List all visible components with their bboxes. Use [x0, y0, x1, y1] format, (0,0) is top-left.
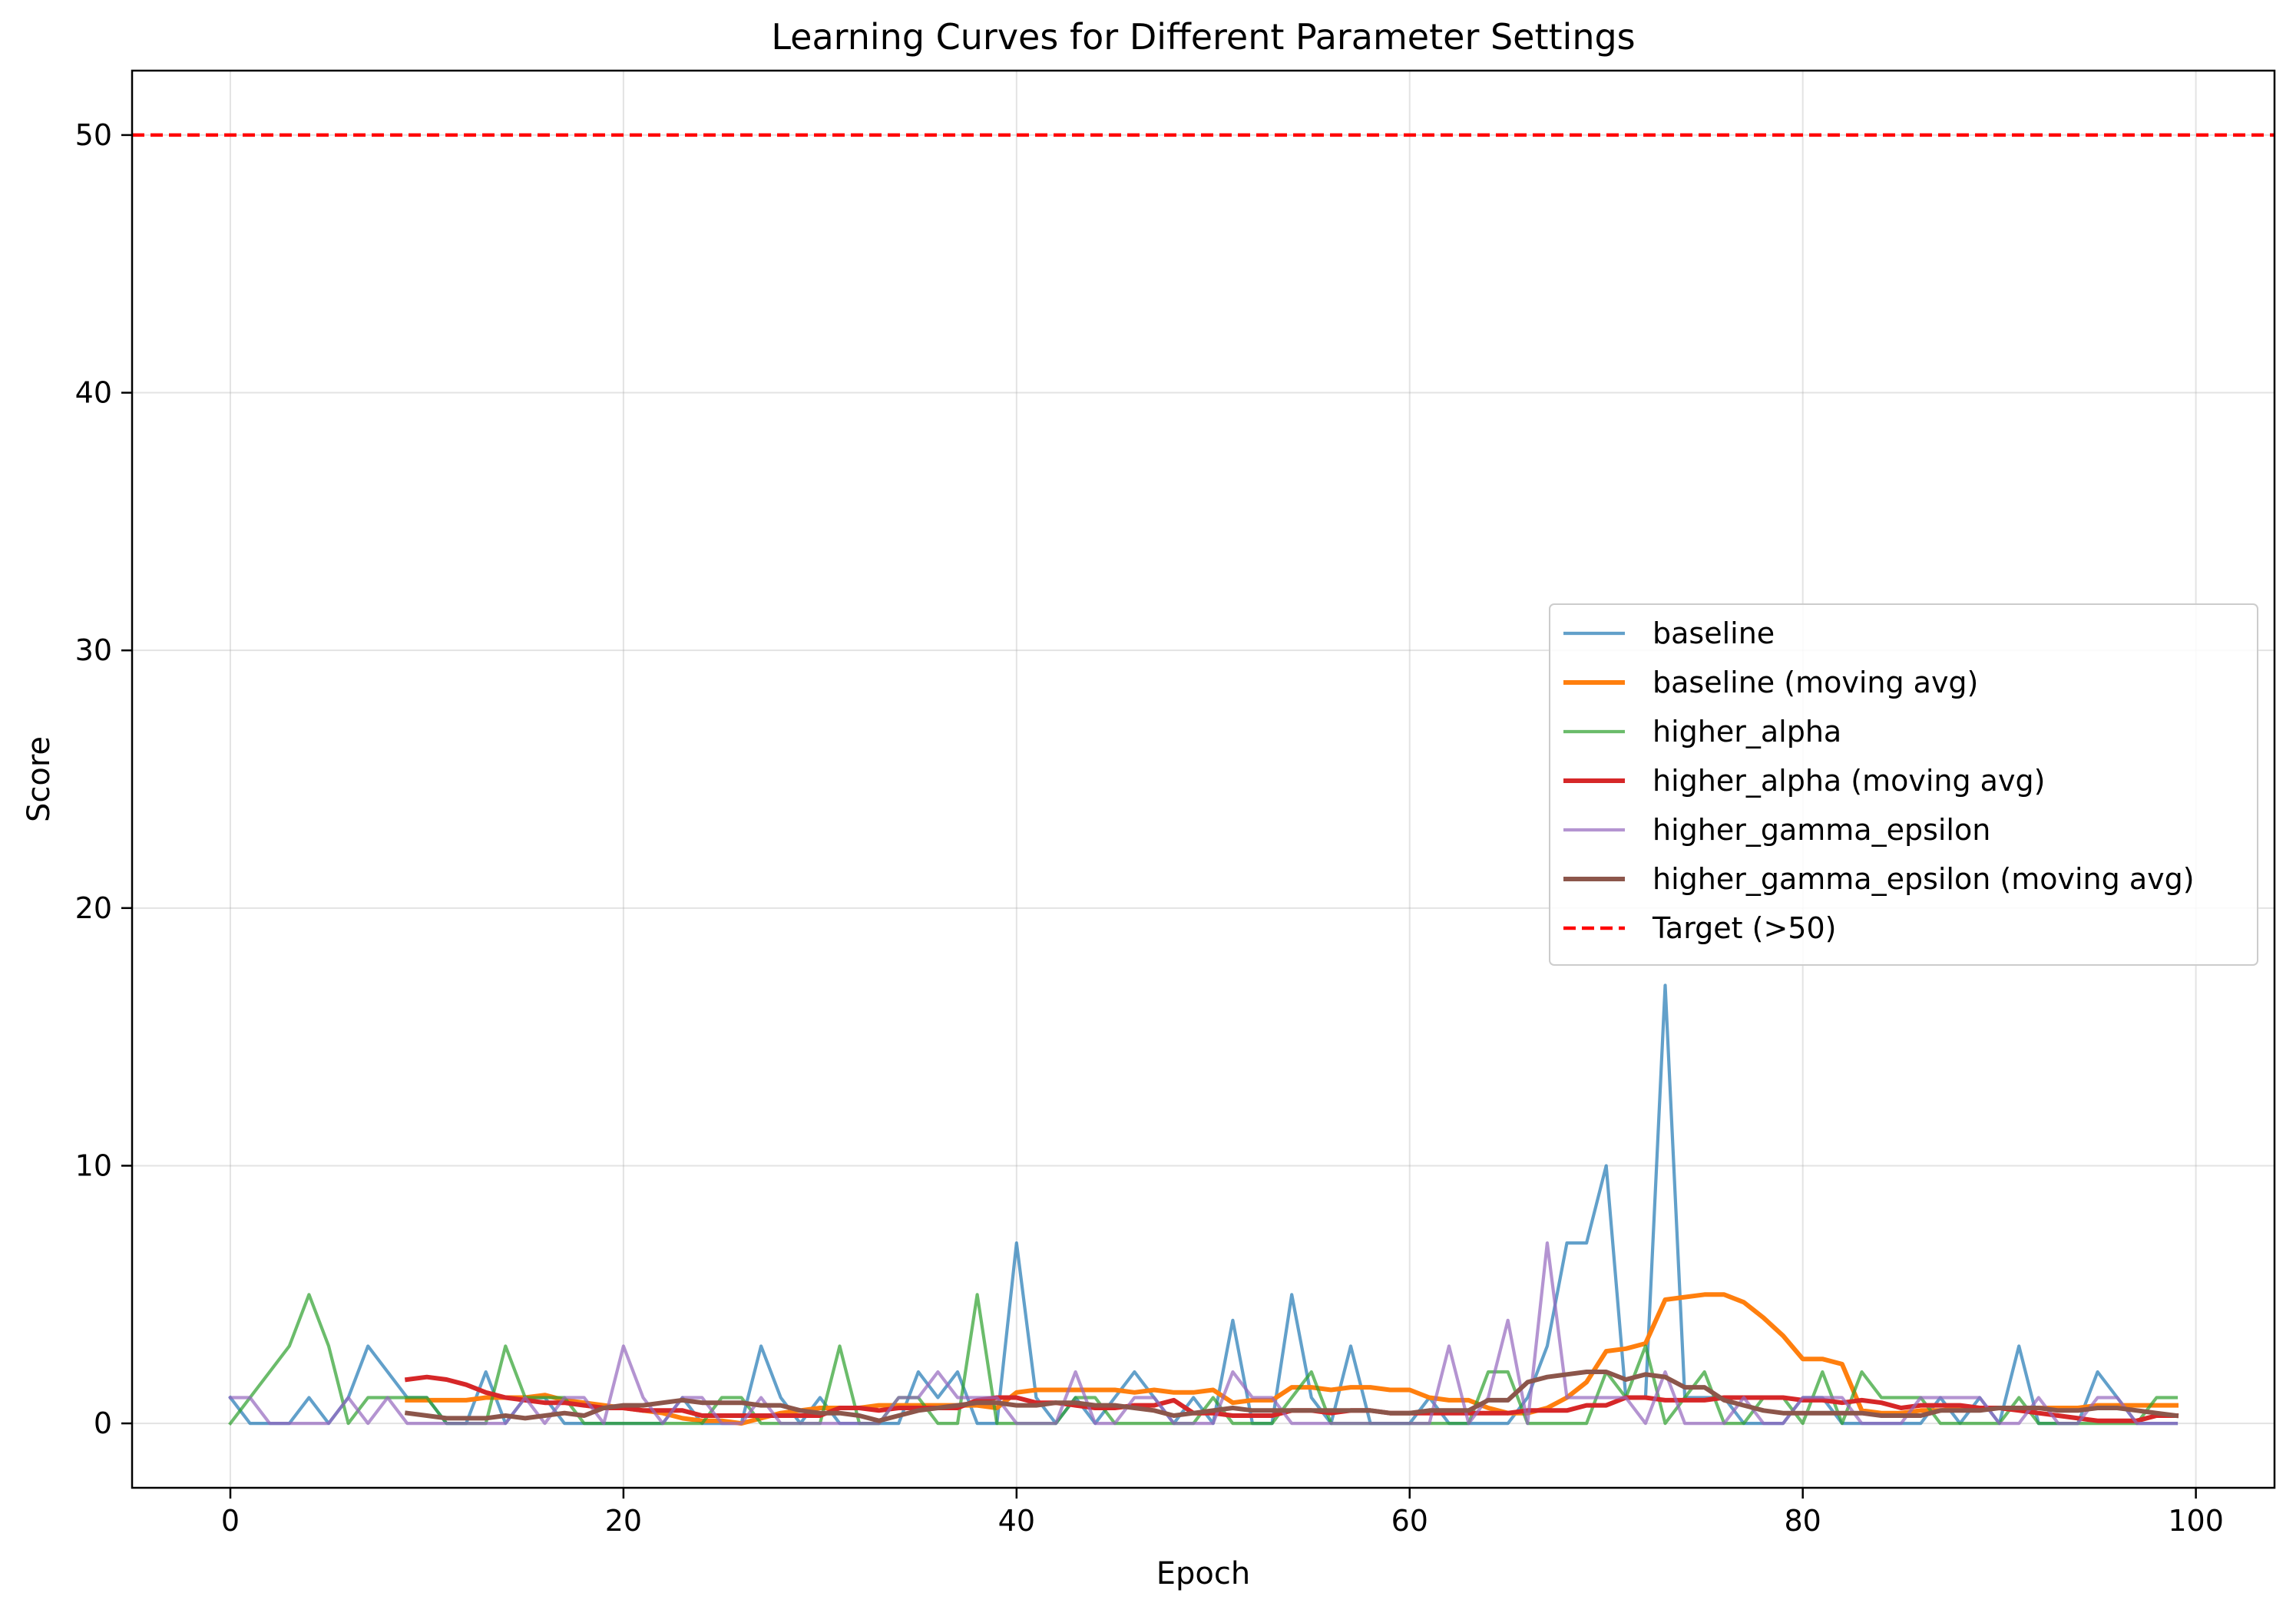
y-axis-label: Score: [22, 736, 57, 822]
series-line-5: [404, 1370, 2179, 1423]
y-tick-label: 40: [75, 376, 112, 410]
plot-frame: [131, 69, 2276, 1489]
legend-label-4: higher_gamma_epsilon: [1653, 813, 1990, 847]
y-tick-label: 10: [75, 1148, 112, 1182]
y-tick-label: 0: [94, 1406, 112, 1440]
legend-label-2: higher_alpha: [1653, 715, 1841, 749]
x-tick-label: 0: [221, 1504, 240, 1538]
legend-label-5: higher_gamma_epsilon (moving avg): [1653, 862, 2195, 896]
legend-label-6: Target (>50): [1652, 911, 1837, 945]
x-tick-label: 100: [2168, 1504, 2224, 1538]
x-tick-label: 60: [1391, 1504, 1428, 1538]
legend-label-0: baseline: [1653, 616, 1775, 650]
legend-box: [1549, 603, 2258, 966]
legend-label-3: higher_alpha (moving avg): [1653, 764, 2045, 798]
legend-label-1: baseline (moving avg): [1653, 666, 1978, 699]
legend: baseline baseline (moving avg) higher_alph…: [1549, 603, 2258, 966]
x-axis-label: Epoch: [1156, 1556, 1250, 1591]
plot-lines: [132, 133, 2274, 1426]
y-tick-label: 30: [75, 633, 112, 667]
x-tick-label: 80: [1785, 1504, 1821, 1538]
y-tick-label: 50: [75, 118, 112, 152]
chart-title: Learning Curves for Different Parameter …: [771, 16, 1635, 58]
axis-ticks: 0 20 40 60 80 100 0 10 20 30 40 50: [75, 118, 2224, 1538]
series-line-4: [228, 1241, 2179, 1426]
x-tick-label: 20: [605, 1504, 642, 1538]
y-tick-label: 20: [75, 891, 112, 925]
x-tick-label: 40: [998, 1504, 1035, 1538]
